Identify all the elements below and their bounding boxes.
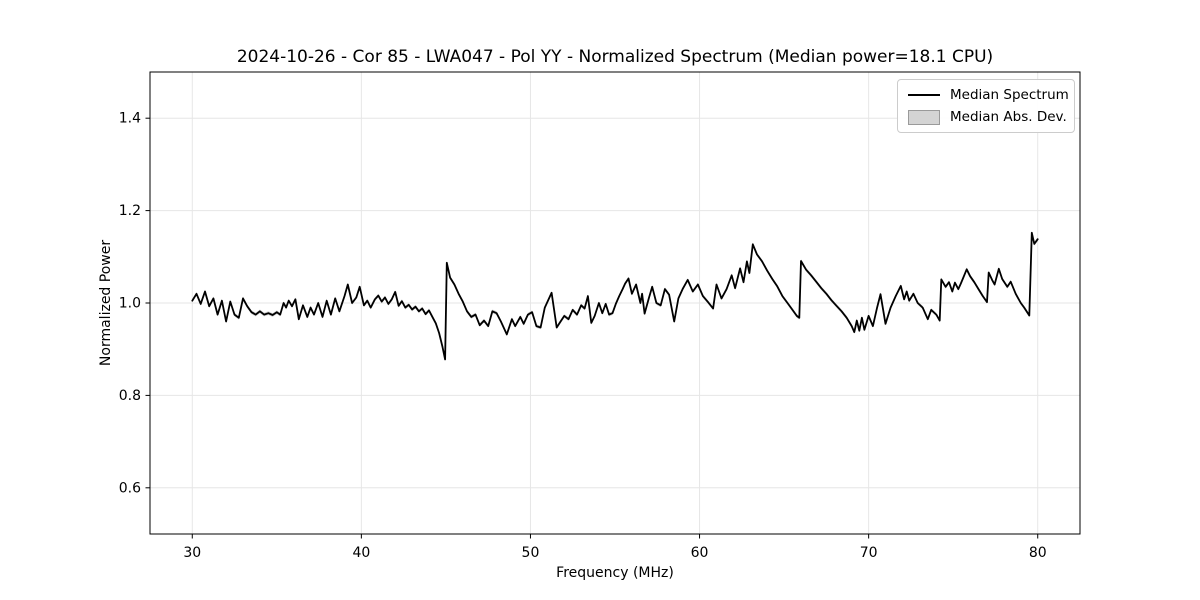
mad-band-polygon	[192, 230, 1038, 362]
gridlines	[150, 72, 1080, 534]
y-tick-label: 1.0	[119, 296, 141, 312]
x-tick-label: 50	[522, 545, 540, 561]
legend-label: Median Abs. Dev.	[950, 109, 1067, 125]
chart-title: 2024-10-26 - Cor 85 - LWA047 - Pol YY - …	[237, 47, 993, 67]
x-tick-label: 80	[1029, 545, 1047, 561]
x-tick-label: 70	[860, 545, 878, 561]
y-axis-label: Normalized Power	[98, 240, 114, 366]
legend-entry-median-spectrum: Median Spectrum	[908, 87, 1069, 103]
mad-band	[192, 230, 1038, 362]
spectrum-line	[191, 231, 1039, 361]
x-tick-label: 40	[352, 545, 370, 561]
x-axis-label: Frequency (MHz)	[556, 565, 674, 581]
patch-swatch-icon	[908, 109, 940, 125]
y-tick-label: 1.4	[119, 111, 141, 127]
x-tick-label: 30	[183, 545, 201, 561]
y-tick-label: 0.8	[119, 388, 141, 404]
median-spectrum-path	[191, 231, 1039, 361]
y-tick-label: 1.2	[119, 203, 141, 219]
axis-ticks: 30 40 50 60 70 80 0.6 0.8 1.0 1.2 1.4	[119, 111, 1047, 561]
line-swatch-icon	[908, 94, 940, 96]
legend-label: Median Spectrum	[950, 87, 1069, 103]
legend-entry-median-abs-dev: Median Abs. Dev.	[908, 109, 1067, 125]
legend: Median Spectrum Median Abs. Dev.	[897, 79, 1075, 133]
x-tick-label: 60	[691, 545, 709, 561]
y-tick-label: 0.6	[119, 480, 141, 496]
